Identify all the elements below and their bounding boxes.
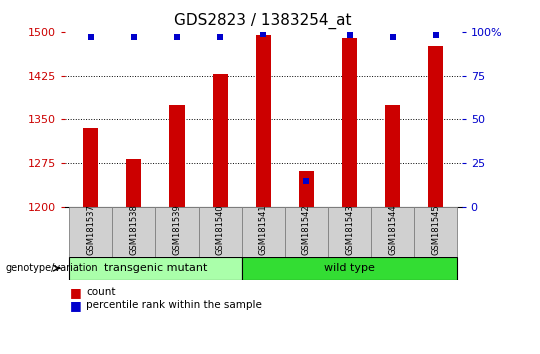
Text: GSM181544: GSM181544	[388, 204, 397, 255]
Bar	[256, 35, 271, 207]
Point	[130, 34, 138, 40]
Bar	[414, 207, 457, 257]
Text: GSM181538: GSM181538	[129, 204, 138, 255]
Title: GDS2823 / 1383254_at: GDS2823 / 1383254_at	[174, 13, 352, 29]
Text: GSM181545: GSM181545	[431, 204, 440, 255]
Text: GSM181537: GSM181537	[86, 204, 95, 255]
Text: ■: ■	[70, 299, 82, 312]
Text: ■: ■	[70, 286, 82, 298]
Bar	[156, 207, 199, 257]
Bar	[112, 207, 156, 257]
Bar	[371, 207, 414, 257]
Point	[345, 33, 354, 38]
Text: GSM181540: GSM181540	[215, 204, 225, 255]
Point	[302, 178, 310, 184]
Text: GSM181542: GSM181542	[302, 204, 311, 255]
Bar	[285, 207, 328, 257]
Text: GSM181541: GSM181541	[259, 204, 268, 255]
Text: wild type: wild type	[324, 263, 375, 273]
Bar	[83, 128, 98, 207]
Text: percentile rank within the sample: percentile rank within the sample	[86, 300, 262, 310]
Bar	[299, 171, 314, 207]
Point	[86, 34, 95, 40]
Point	[259, 31, 268, 36]
Bar	[126, 159, 141, 207]
Bar	[170, 105, 185, 207]
Text: GSM181543: GSM181543	[345, 204, 354, 255]
Bar	[242, 207, 285, 257]
Bar	[242, 257, 457, 280]
Bar	[213, 74, 228, 207]
Text: genotype/variation: genotype/variation	[5, 263, 98, 273]
Text: transgenic mutant: transgenic mutant	[104, 263, 207, 273]
Text: count: count	[86, 287, 116, 297]
Bar	[385, 105, 400, 207]
Point	[216, 34, 225, 40]
Bar	[69, 257, 242, 280]
Bar	[342, 38, 357, 207]
Bar	[328, 207, 371, 257]
Bar	[199, 207, 242, 257]
Bar	[69, 207, 112, 257]
Point	[431, 33, 440, 38]
Bar	[428, 46, 443, 207]
Text: GSM181539: GSM181539	[172, 204, 181, 255]
Point	[388, 34, 397, 40]
Point	[173, 34, 181, 40]
